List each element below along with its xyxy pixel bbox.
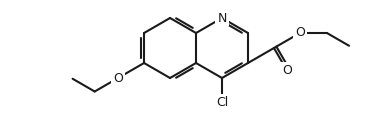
Text: O: O — [113, 72, 123, 84]
Text: O: O — [295, 27, 305, 39]
Text: N: N — [217, 12, 227, 24]
Text: O: O — [282, 64, 292, 77]
Text: Cl: Cl — [216, 96, 228, 109]
